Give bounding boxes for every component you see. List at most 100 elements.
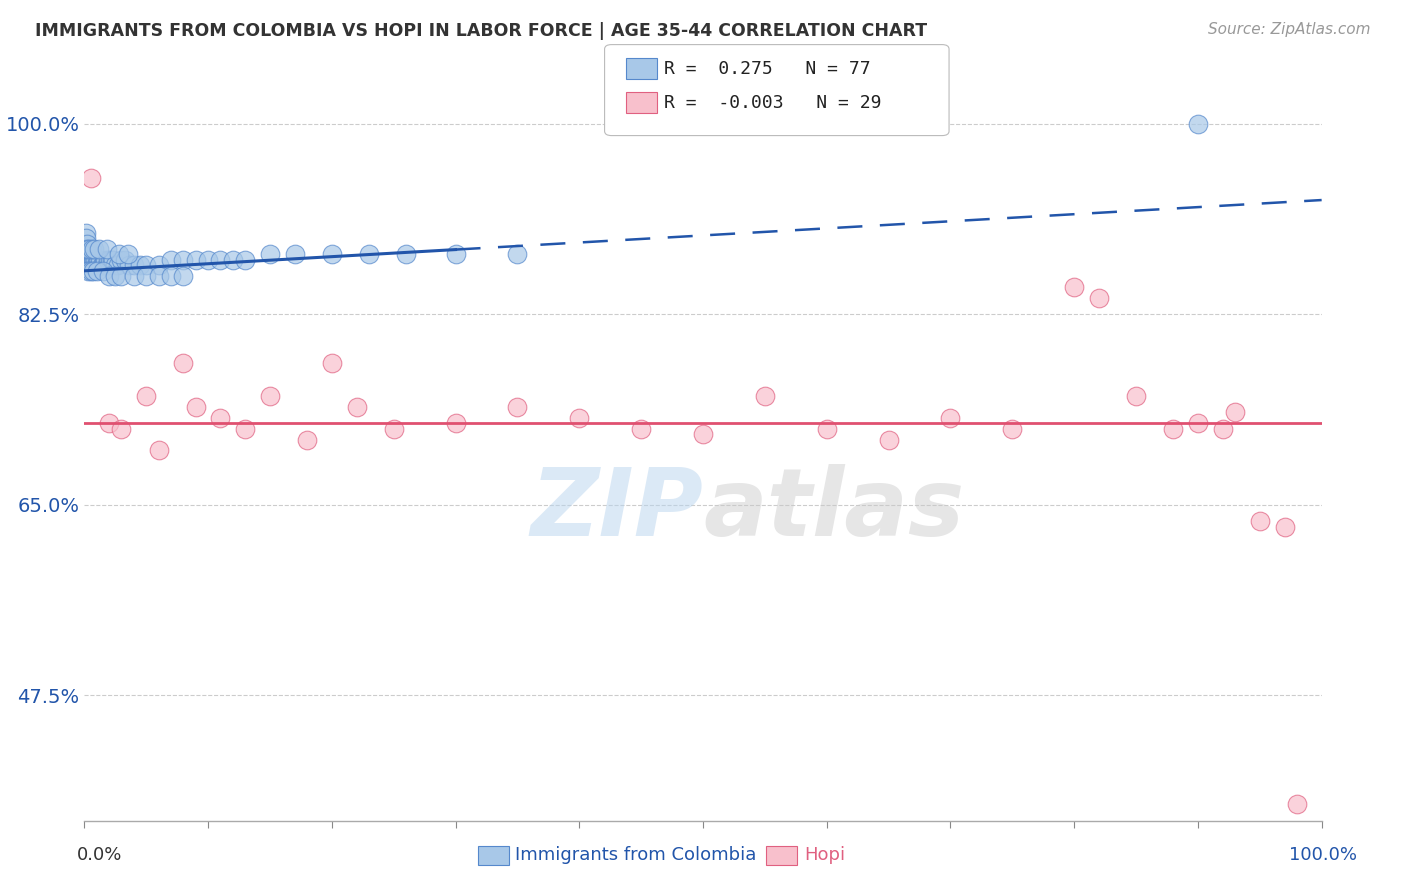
Point: [1001, 422, 1024, 436]
Point: [76, 242, 98, 256]
Point: [148, 258, 170, 272]
Text: Source: ZipAtlas.com: Source: ZipAtlas.com: [1208, 22, 1371, 37]
Point: [117, 247, 139, 261]
Point: [506, 400, 529, 414]
Point: [444, 247, 467, 261]
Point: [77, 252, 100, 267]
Point: [135, 258, 157, 272]
Text: atlas: atlas: [703, 464, 965, 556]
Point: [77, 264, 100, 278]
Point: [1274, 519, 1296, 533]
Point: [100, 252, 122, 267]
Point: [79, 171, 101, 186]
Point: [94, 252, 117, 267]
Point: [357, 247, 380, 261]
Point: [84, 252, 107, 267]
Point: [83, 242, 105, 256]
Point: [148, 269, 170, 284]
Point: [83, 258, 105, 272]
Point: [80, 258, 103, 272]
Text: Immigrants from Colombia: Immigrants from Colombia: [515, 847, 756, 864]
Point: [321, 247, 343, 261]
Point: [86, 258, 108, 272]
Point: [135, 269, 157, 284]
Point: [233, 252, 256, 267]
Point: [84, 258, 107, 272]
Point: [209, 252, 232, 267]
Point: [82, 252, 104, 267]
Point: [395, 247, 418, 261]
Point: [79, 264, 101, 278]
Point: [222, 252, 245, 267]
Point: [172, 356, 194, 370]
Text: R =  0.275   N = 77: R = 0.275 N = 77: [664, 60, 870, 78]
Point: [172, 252, 194, 267]
Point: [91, 258, 114, 272]
Point: [346, 400, 368, 414]
Point: [91, 264, 114, 278]
Point: [692, 427, 714, 442]
Point: [108, 247, 131, 261]
Point: [89, 242, 111, 256]
Point: [630, 422, 652, 436]
Point: [96, 242, 118, 256]
Point: [1161, 422, 1184, 436]
Point: [110, 252, 132, 267]
Point: [209, 410, 232, 425]
Point: [184, 400, 207, 414]
Point: [98, 258, 121, 272]
Point: [877, 433, 900, 447]
Text: Hopi: Hopi: [804, 847, 845, 864]
Point: [118, 258, 141, 272]
Point: [506, 247, 529, 261]
Point: [87, 252, 110, 267]
Point: [1088, 291, 1111, 305]
Point: [160, 252, 183, 267]
Point: [98, 269, 121, 284]
Point: [77, 247, 100, 261]
Point: [82, 258, 104, 272]
Point: [86, 264, 108, 278]
Point: [259, 389, 281, 403]
Point: [1223, 405, 1246, 419]
Point: [79, 247, 101, 261]
Point: [754, 389, 776, 403]
Point: [98, 416, 121, 430]
Point: [1187, 117, 1209, 131]
Point: [568, 410, 591, 425]
Point: [76, 242, 98, 256]
Point: [284, 247, 307, 261]
Point: [110, 422, 132, 436]
Point: [1187, 416, 1209, 430]
Point: [114, 252, 136, 267]
Point: [122, 258, 145, 272]
Point: [83, 258, 105, 272]
Point: [321, 356, 343, 370]
Point: [233, 422, 256, 436]
Point: [79, 242, 101, 256]
Point: [80, 242, 103, 256]
Point: [259, 247, 281, 261]
Point: [197, 252, 219, 267]
Point: [90, 258, 112, 272]
Point: [89, 258, 111, 272]
Point: [97, 252, 120, 267]
Point: [98, 252, 121, 267]
Point: [1249, 514, 1271, 528]
Point: [382, 422, 405, 436]
Point: [75, 231, 97, 245]
Point: [101, 252, 124, 267]
Point: [89, 252, 111, 267]
Point: [148, 443, 170, 458]
Point: [1125, 389, 1147, 403]
Point: [76, 236, 98, 251]
Text: 0.0%: 0.0%: [77, 847, 122, 864]
Text: ZIP: ZIP: [530, 464, 703, 556]
Point: [815, 422, 838, 436]
Point: [184, 252, 207, 267]
Point: [1212, 422, 1234, 436]
Point: [104, 269, 127, 284]
Point: [135, 389, 157, 403]
Text: IMMIGRANTS FROM COLOMBIA VS HOPI IN LABOR FORCE | AGE 35-44 CORRELATION CHART: IMMIGRANTS FROM COLOMBIA VS HOPI IN LABO…: [35, 22, 928, 40]
Point: [160, 269, 183, 284]
